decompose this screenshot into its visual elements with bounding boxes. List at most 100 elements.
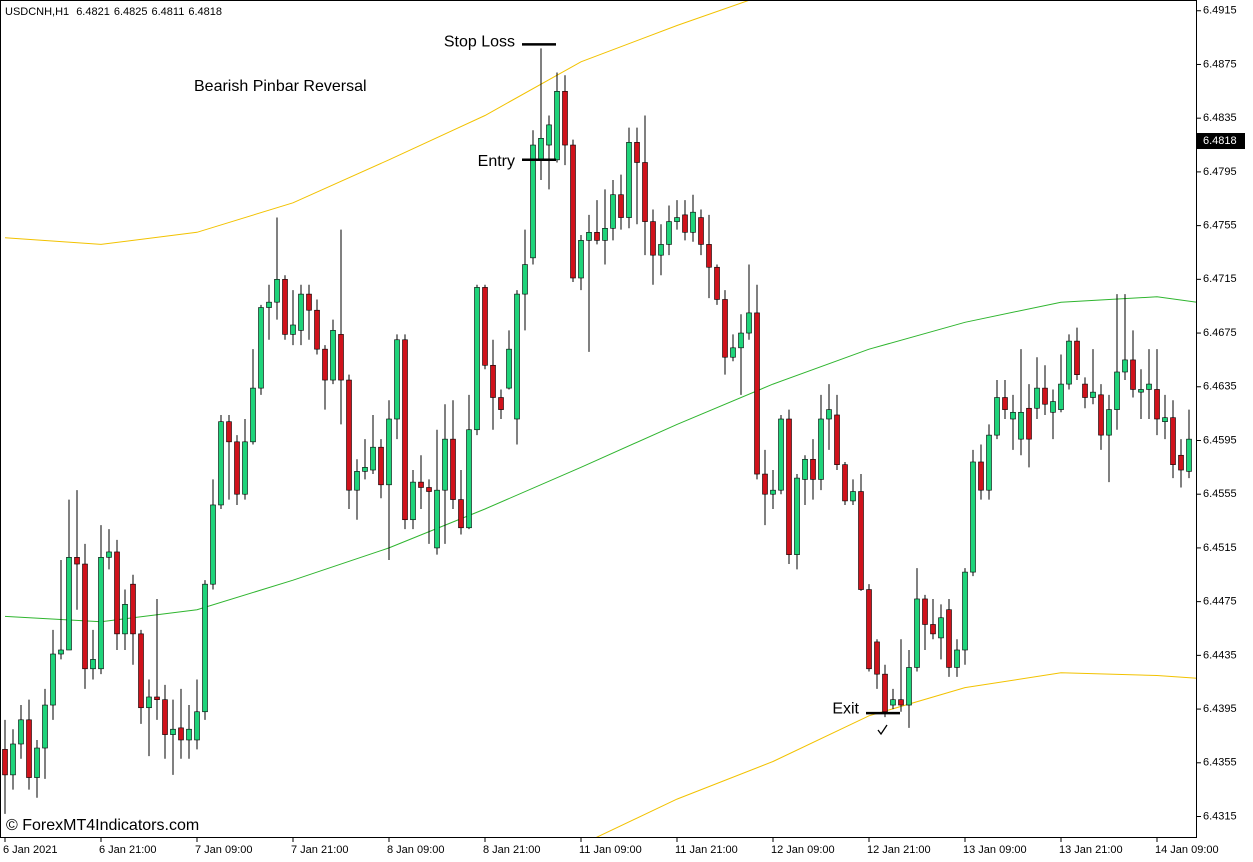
candle-body bbox=[1058, 383, 1064, 410]
candle-body bbox=[218, 421, 224, 506]
candle-body bbox=[522, 264, 528, 295]
candle-body bbox=[1066, 340, 1072, 385]
x-tick-label: 11 Jan 21:00 bbox=[675, 844, 738, 856]
watermark: © ForexMT4Indicators.com bbox=[6, 817, 199, 834]
candle-body bbox=[1130, 359, 1136, 390]
candle-body bbox=[2, 749, 8, 776]
candle-body bbox=[194, 711, 200, 741]
candle-body bbox=[586, 232, 592, 241]
candle-body bbox=[842, 464, 848, 502]
candle-body bbox=[202, 583, 208, 713]
candle-body bbox=[162, 699, 168, 735]
candle-body bbox=[498, 397, 504, 410]
annotation-label: Entry bbox=[478, 153, 515, 170]
candle-body bbox=[322, 348, 328, 381]
candle-body bbox=[554, 91, 560, 161]
x-tick-label: 7 Jan 09:00 bbox=[195, 844, 253, 856]
candle-body bbox=[1122, 359, 1128, 373]
candle-body bbox=[778, 418, 784, 491]
candle-body bbox=[730, 347, 736, 358]
y-tick-label: 6.4555 bbox=[1203, 488, 1237, 500]
candle-body bbox=[146, 696, 152, 709]
annotation-label: Stop Loss bbox=[444, 34, 515, 51]
candle-body bbox=[34, 747, 40, 778]
candle-body bbox=[106, 551, 112, 558]
y-tick-label: 6.4315 bbox=[1203, 810, 1237, 822]
candle-body bbox=[266, 301, 272, 308]
candle-body bbox=[1178, 454, 1184, 471]
candle-body bbox=[650, 221, 656, 256]
candle-body bbox=[818, 418, 824, 480]
x-tick-label: 12 Jan 09:00 bbox=[771, 844, 835, 856]
candle-body bbox=[210, 504, 216, 585]
candle-body bbox=[258, 307, 264, 389]
candle-body bbox=[186, 728, 192, 741]
y-tick-label: 6.4435 bbox=[1203, 649, 1237, 661]
candle-body bbox=[226, 421, 232, 443]
candle-body bbox=[442, 438, 448, 491]
candle-body bbox=[1146, 383, 1152, 390]
candle-body bbox=[938, 617, 944, 639]
candle-body bbox=[666, 221, 672, 245]
candle-body bbox=[466, 429, 472, 529]
candle-body bbox=[1010, 411, 1016, 420]
x-tick-label: 13 Jan 09:00 bbox=[963, 844, 1027, 856]
candle-body bbox=[658, 244, 664, 256]
candle-body bbox=[1002, 397, 1008, 410]
candle-body bbox=[1034, 387, 1040, 409]
candle-body bbox=[690, 211, 696, 233]
y-tick-label: 6.4675 bbox=[1203, 327, 1237, 339]
candle-body bbox=[330, 330, 336, 381]
candle-body bbox=[722, 299, 728, 358]
candle-body bbox=[1018, 411, 1024, 440]
candle-body bbox=[618, 194, 624, 218]
candle-body bbox=[930, 624, 936, 635]
x-tick-label: 14 Jan 09:00 bbox=[1155, 844, 1219, 856]
candle-body bbox=[698, 217, 704, 245]
candle-body bbox=[850, 491, 856, 502]
candle-body bbox=[114, 551, 120, 635]
header: USDCNH,H1 6.4821 6.4825 6.4811 6.4818 bbox=[5, 6, 222, 18]
candle-body bbox=[490, 364, 496, 398]
candle-body bbox=[770, 489, 776, 495]
indicator-line bbox=[4, 0, 752, 245]
candle-body bbox=[746, 312, 752, 334]
x-tick-label: 6 Jan 2021 bbox=[3, 844, 57, 856]
y-tick-label: 6.4755 bbox=[1203, 220, 1237, 232]
price-box bbox=[1197, 133, 1245, 150]
candle-body bbox=[378, 446, 384, 486]
symbol: USDCNH,H1 bbox=[5, 6, 69, 18]
candle-body bbox=[274, 279, 280, 303]
y-tick-label: 6.4795 bbox=[1203, 166, 1237, 178]
header-open: 6.4821 bbox=[76, 6, 110, 18]
candle-body bbox=[298, 293, 304, 331]
candle-body bbox=[370, 446, 376, 471]
y-tick-label: 6.4595 bbox=[1203, 434, 1237, 446]
candle-body bbox=[642, 162, 648, 222]
candle-body bbox=[898, 699, 904, 706]
y-tick-label: 6.4915 bbox=[1203, 5, 1237, 17]
candle-body bbox=[1162, 417, 1168, 422]
candle-body bbox=[74, 557, 80, 565]
candle-body bbox=[130, 583, 136, 635]
candle-body bbox=[626, 142, 632, 218]
candle-body bbox=[538, 138, 544, 161]
candle-body bbox=[1154, 389, 1160, 420]
candle-body bbox=[402, 339, 408, 521]
header-high: 6.4825 bbox=[114, 6, 148, 18]
candle-body bbox=[962, 571, 968, 651]
candle-body bbox=[1042, 387, 1048, 405]
candle-body bbox=[1074, 340, 1080, 375]
candle-body bbox=[946, 609, 952, 668]
candle-body bbox=[98, 557, 104, 670]
candle-body bbox=[58, 649, 64, 655]
candle-body bbox=[346, 379, 352, 491]
candle-body bbox=[866, 589, 872, 670]
candle-body bbox=[178, 727, 184, 741]
plot-border bbox=[0, 0, 1197, 838]
candle-body bbox=[66, 557, 72, 651]
candle-body bbox=[418, 481, 424, 488]
candle-body bbox=[1138, 389, 1144, 393]
candle-body bbox=[354, 471, 360, 491]
